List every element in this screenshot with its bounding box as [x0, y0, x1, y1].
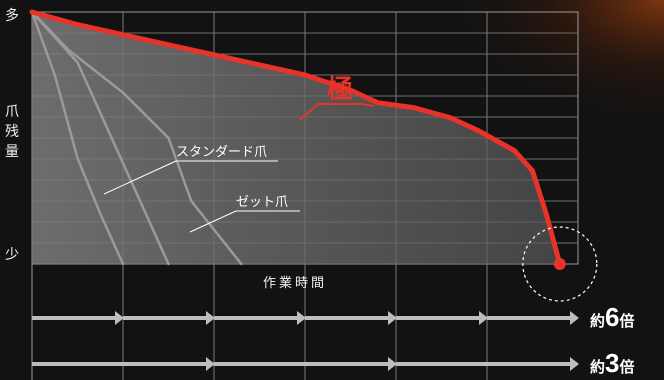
arrow-head: [206, 311, 215, 325]
series-line-standard: [30, 10, 243, 266]
highlight-circle: [522, 226, 598, 302]
series-line-kiwami: [29, 9, 563, 267]
arrow-head: [570, 311, 579, 325]
annotation-zet-leader: [189, 210, 237, 233]
chart-area-fill: [32, 12, 560, 264]
y-label-char-3: 量: [5, 144, 19, 160]
arrow-head: [388, 311, 397, 325]
end-point-dot: [553, 258, 566, 270]
multiplier-6x-number: 6: [605, 302, 620, 332]
y-label-char-1: 爪: [5, 104, 19, 120]
multiplier-6x-prefix: 約: [590, 312, 606, 330]
arrow-head: [570, 357, 579, 371]
arrow-head: [206, 357, 215, 371]
annotation-kiwami: 極: [327, 75, 353, 105]
comparison-arrows: [32, 311, 579, 371]
multiplier-3x-number: 3: [605, 348, 620, 378]
arrow-head: [115, 311, 124, 325]
multiplier-3x-prefix: 約: [590, 358, 606, 376]
chart-series-layer: [29, 9, 598, 302]
annotation-standard-leader: [103, 160, 177, 195]
multiplier-6x-suffix: 倍: [619, 312, 635, 330]
y-label-bottom: 少: [5, 247, 19, 263]
annotation-standard: スタンダード爪: [176, 145, 267, 160]
arrow-head: [388, 357, 397, 371]
y-label-top: 多: [5, 8, 19, 24]
series-line-zet: [30, 10, 125, 266]
arrow-head: [297, 311, 306, 325]
annotation-kiwami-underline: [318, 103, 375, 107]
annotation-zet: ゼット爪: [236, 195, 288, 210]
x-axis-label: 作業時間: [262, 276, 327, 291]
y-label-char-2: 残: [5, 124, 19, 140]
multiplier-3x-suffix: 倍: [619, 358, 635, 376]
arrow-head: [479, 311, 488, 325]
area-fill-gokyoku: [32, 12, 560, 264]
multiplier-6x: 約6倍: [590, 302, 635, 333]
annotation-kiwami-leader: [299, 103, 319, 121]
multiplier-3x: 約3倍: [590, 348, 635, 379]
